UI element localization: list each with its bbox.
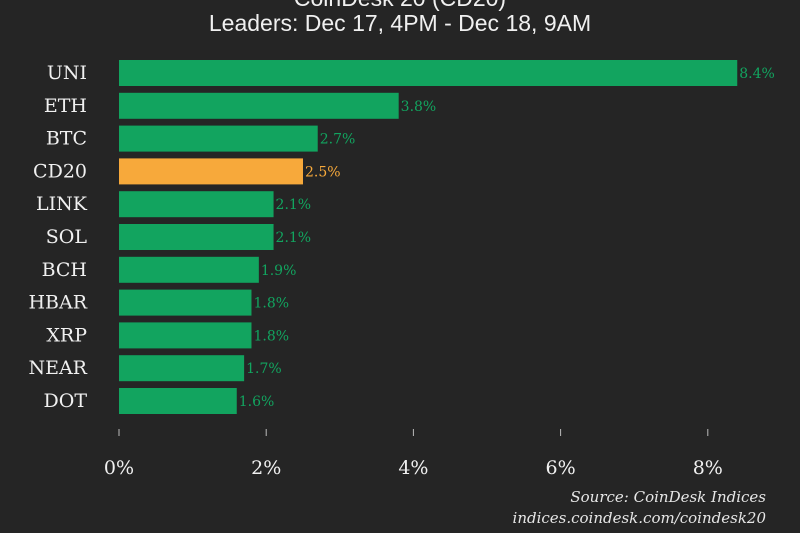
chart-subtitle: Leaders: Dec 17, 4PM - Dec 18, 9AM: [208, 10, 592, 36]
data-label: 2.7%: [320, 132, 356, 148]
data-label: 1.6%: [239, 394, 275, 410]
data-label: 2.1%: [276, 230, 312, 246]
data-label: 2.1%: [276, 197, 312, 213]
bar: [119, 322, 252, 349]
x-tick-label: 4%: [398, 457, 428, 479]
x-tick-label: 0%: [104, 457, 134, 479]
bar: [119, 256, 259, 283]
category-label: ETH: [44, 95, 87, 117]
category-label: CD20: [33, 160, 87, 182]
bar: [119, 191, 274, 218]
category-label: SOL: [46, 226, 88, 248]
data-label: 3.8%: [401, 99, 437, 115]
data-label: 2.5%: [305, 164, 341, 180]
x-tick-label: 2%: [251, 457, 281, 479]
chart-title: CoinDesk 20 (CD20): [0, 0, 800, 10]
bar: [119, 158, 303, 185]
category-label: DOT: [44, 390, 88, 412]
category-label: LINK: [36, 193, 88, 215]
data-label: 1.8%: [253, 296, 289, 312]
category-label: BTC: [46, 128, 87, 150]
source-url: indices.coindesk.com/coindesk20: [512, 509, 766, 527]
category-label: HBAR: [28, 292, 87, 314]
x-tick-label: 6%: [546, 457, 576, 479]
bar: [119, 355, 245, 382]
category-label: XRP: [46, 324, 87, 346]
source-note: Source: CoinDesk Indices: [570, 488, 766, 506]
category-label: UNI: [47, 62, 87, 84]
data-label: 1.8%: [253, 328, 289, 344]
bar: [119, 388, 237, 414]
data-label: 8.4%: [739, 66, 775, 82]
bar: [119, 125, 318, 152]
bar: [119, 289, 252, 316]
x-tick-label: 8%: [693, 457, 723, 479]
bar: [119, 60, 738, 86]
category-label: BCH: [42, 259, 87, 281]
bar: [119, 224, 274, 250]
data-label: 1.7%: [246, 361, 282, 377]
bar: [119, 92, 399, 119]
data-label: 1.9%: [261, 263, 297, 279]
category-label: NEAR: [28, 357, 87, 379]
